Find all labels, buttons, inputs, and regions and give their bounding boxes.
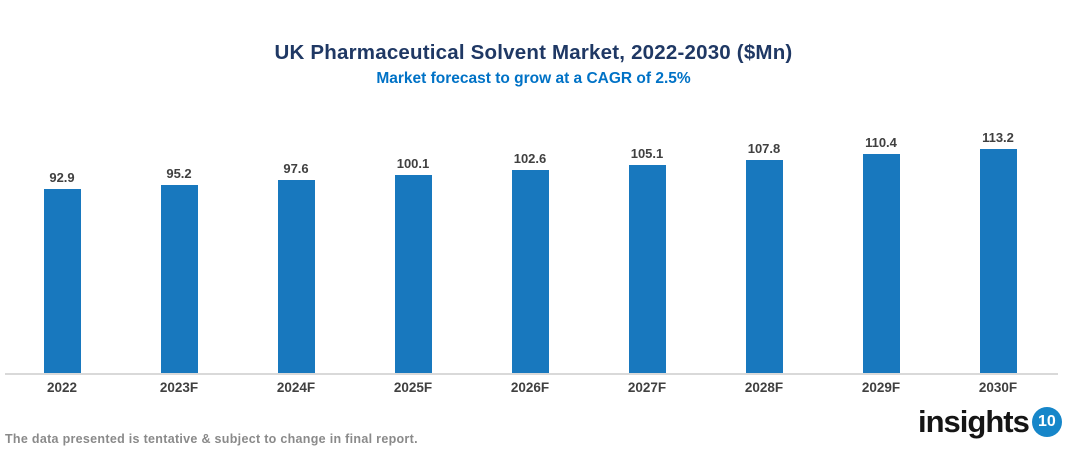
bar	[394, 175, 432, 373]
bar-value-label: 102.6	[513, 151, 547, 166]
bar-value-label: 92.9	[49, 170, 75, 185]
bar	[745, 160, 783, 373]
bar-value-label: 95.2	[166, 166, 192, 181]
x-axis-label: 2023F	[159, 380, 199, 395]
bar	[862, 154, 900, 373]
x-axis-line	[5, 373, 1058, 375]
bar-value-label: 105.1	[630, 146, 664, 161]
bar	[628, 165, 666, 373]
chart-title: UK Pharmaceutical Solvent Market, 2022-2…	[274, 41, 793, 64]
bar	[160, 185, 198, 373]
bar-value-label: 113.2	[982, 130, 1014, 145]
logo-badge-icon: 10	[1031, 406, 1062, 437]
logo-text: insights	[918, 404, 1030, 439]
bar	[979, 149, 1017, 373]
bar	[43, 189, 81, 373]
x-axis-label: 2024F	[276, 380, 316, 395]
bar-value-label: 107.8	[747, 141, 781, 156]
x-axis-label: 2025F	[393, 380, 433, 395]
bar	[511, 170, 549, 373]
bar-value-label: 100.1	[396, 156, 430, 171]
x-axis-label: 2029F	[861, 380, 901, 395]
x-axis-label: 2030F	[978, 380, 1018, 395]
insights10-logo: insights 10	[918, 406, 1062, 437]
bar	[277, 180, 315, 373]
chart-subtitle: Market forecast to grow at a CAGR of 2.5…	[376, 70, 691, 87]
x-axis-label: 2026F	[510, 380, 550, 395]
x-axis-label: 2022	[46, 380, 78, 395]
x-axis-label: 2028F	[744, 380, 784, 395]
footer-note: The data presented is tentative & subjec…	[5, 432, 418, 446]
bar-value-label: 110.4	[865, 135, 897, 150]
bar-value-label: 97.6	[283, 161, 309, 176]
x-axis-label: 2027F	[627, 380, 667, 395]
